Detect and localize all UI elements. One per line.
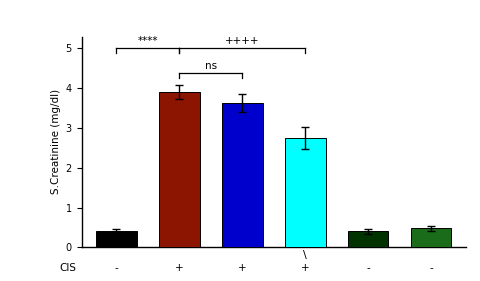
Text: ns: ns: [204, 61, 216, 71]
Y-axis label: S.Creatinine (mg/dl): S.Creatinine (mg/dl): [51, 89, 61, 194]
Bar: [410, 228, 451, 247]
Bar: [159, 92, 200, 247]
Bar: [285, 138, 325, 247]
Text: \: \: [303, 250, 307, 260]
Text: -: -: [429, 263, 433, 273]
Text: -: -: [366, 263, 370, 273]
Text: ++++: ++++: [225, 36, 259, 46]
Text: +: +: [238, 263, 246, 273]
Text: ****: ****: [137, 36, 158, 46]
Text: CIS: CIS: [60, 263, 77, 273]
Text: +: +: [301, 263, 310, 273]
Bar: [96, 231, 137, 247]
Text: +: +: [175, 263, 183, 273]
Bar: [222, 103, 263, 247]
Bar: [348, 231, 388, 247]
Text: -: -: [114, 263, 118, 273]
